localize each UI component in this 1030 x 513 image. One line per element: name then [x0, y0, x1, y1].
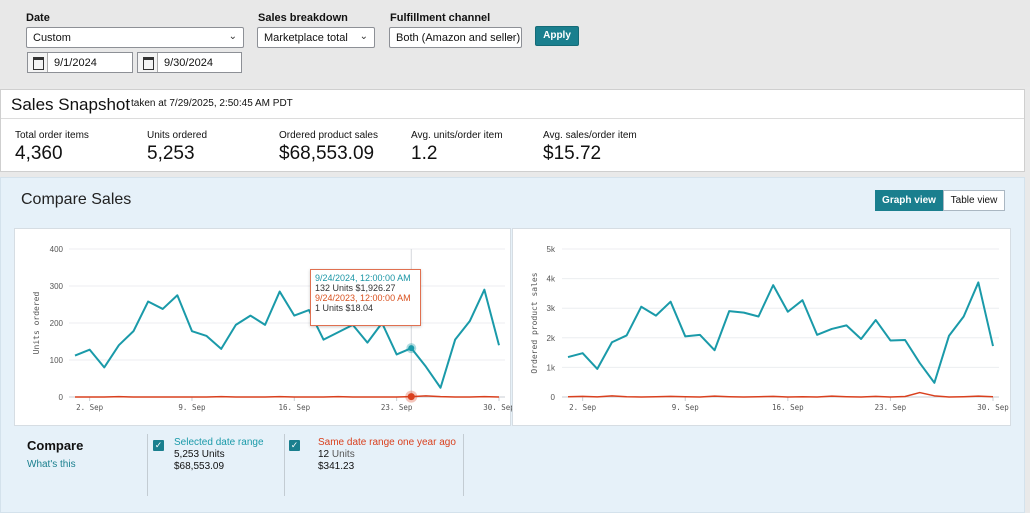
y-tick-label: 2k: [547, 334, 556, 343]
fulfillment-channel-value: Both (Amazon and seller): [396, 32, 521, 44]
filter-bar: Date Custom ⌄ 9/1/2024 9/30/2024 Sales b…: [0, 0, 1030, 87]
tooltip-previous-values: 1 Units $18.04: [315, 303, 374, 313]
legend-series-sales: $341.23: [318, 461, 355, 472]
metric-value: 5,253: [147, 143, 195, 164]
sales-chart-svg: 0 1k 2k 3k 4k 5k 2. Sep 9. Sep 16. Sep 23. Sep 30.…: [530, 245, 1009, 412]
units-chart-svg: 0 100 200 300 400 2. Sep 9. Sep 16. Sep 23. Sep 3…: [32, 245, 512, 412]
metric-value: 1.2: [411, 143, 438, 164]
legend-series-name: Selected date range: [174, 437, 264, 448]
metric-label: Ordered product sales: [279, 130, 378, 141]
checkbox-selected-range[interactable]: ✓: [153, 440, 164, 451]
y-tick-label: 400: [50, 245, 64, 254]
metric-label: Avg. sales/order item: [543, 130, 637, 141]
x-tick-label: 2. Sep: [569, 403, 597, 412]
x-tick-label: 16. Sep: [279, 403, 311, 412]
y-axis-label: Units ordered: [32, 292, 41, 355]
date-range-value: Custom: [33, 32, 71, 44]
x-tick-label: 30. Sep: [977, 403, 1009, 412]
legend-previous-range: Same date range one year ago 12 Units $3…: [318, 437, 458, 473]
chart-tooltip: 9/24/2024, 12:00:00 AM 132 Units $1,926.…: [310, 269, 421, 326]
divider: [147, 434, 148, 496]
metric-ordered-product-sales: Ordered product sales $68,553.09: [279, 130, 378, 165]
x-tick-label: 9. Sep: [672, 403, 700, 412]
calendar-icon[interactable]: [138, 53, 158, 72]
whats-this-link[interactable]: What's this: [27, 459, 76, 470]
snapshot-timestamp: taken at 7/29/2025, 2:50:45 AM PDT: [131, 98, 293, 109]
legend-selected-range: Selected date range 5,253 Units $68,553.…: [174, 437, 279, 473]
legend-series-units: 12: [318, 449, 330, 460]
y-tick-label: 1k: [547, 363, 556, 372]
start-date-field[interactable]: 9/1/2024: [27, 52, 133, 73]
compare-sales-title: Compare Sales: [21, 191, 132, 208]
metric-value: 4,360: [15, 143, 63, 164]
sales-snapshot-panel: Sales Snapshot taken at 7/29/2025, 2:50:…: [0, 89, 1025, 172]
chevron-down-icon: ⌄: [359, 31, 368, 42]
table-view-button[interactable]: Table view: [943, 190, 1005, 211]
x-tick-label: 23. Sep: [875, 403, 907, 412]
x-tick-label: 2. Sep: [76, 403, 104, 412]
series-line-previous: [567, 391, 994, 398]
fulfillment-channel-label: Fulfillment channel: [390, 12, 491, 24]
divider: [1, 118, 1024, 119]
fulfillment-channel-select[interactable]: Both (Amazon and seller) ⌄: [389, 27, 522, 48]
legend-units-suffix: Units: [331, 449, 355, 460]
x-tick-label: 23. Sep: [381, 403, 413, 412]
snapshot-title: Sales Snapshot: [11, 95, 131, 114]
highlight-marker-previous: [407, 393, 415, 401]
checkbox-previous-range[interactable]: ✓: [289, 440, 300, 451]
apply-button[interactable]: Apply: [535, 26, 579, 46]
x-tick-label: 30. Sep: [483, 403, 512, 412]
y-tick-label: 300: [50, 282, 64, 291]
chevron-down-icon: ⌄: [228, 31, 237, 42]
legend-series-sales: $68,553.09: [174, 461, 225, 472]
start-date-value: 9/1/2024: [54, 57, 97, 69]
metric-label: Total order items: [15, 130, 89, 141]
metric-avg-units: Avg. units/order item 1.2: [411, 130, 503, 165]
series-line-previous: [75, 395, 500, 398]
date-range-select[interactable]: Custom ⌄: [26, 27, 244, 48]
series-line-current: [567, 281, 994, 384]
highlight-marker-current: [408, 345, 415, 352]
metric-value: $68,553.09: [279, 143, 375, 164]
chevron-down-icon: ⌄: [506, 31, 515, 42]
metric-avg-sales: Avg. sales/order item $15.72: [543, 130, 637, 165]
y-tick-label: 3k: [547, 304, 556, 313]
y-tick-label: 0: [59, 393, 64, 402]
y-tick-label: 5k: [547, 245, 556, 254]
legend-series-name: Same date range one year ago: [318, 437, 456, 448]
sales-breakdown-label: Sales breakdown: [258, 12, 348, 24]
metric-value: $15.72: [543, 143, 602, 164]
metric-label: Avg. units/order item: [411, 130, 503, 141]
sales-breakdown-select[interactable]: Marketplace total ⌄: [257, 27, 375, 48]
ordered-product-sales-chart[interactable]: 0 1k 2k 3k 4k 5k 2. Sep 9. Sep 16. Sep 23. Sep 30.…: [512, 228, 1011, 426]
metric-total-order-items: Total order items 4,360: [15, 130, 89, 165]
x-tick-label: 16. Sep: [772, 403, 804, 412]
tooltip-current-values: 132 Units $1,926.27: [315, 283, 396, 293]
calendar-icon[interactable]: [28, 53, 48, 72]
compare-legend: Compare What's this ✓ Selected date rang…: [1, 434, 1026, 513]
tooltip-current-date: 9/24/2024, 12:00:00 AM: [315, 273, 411, 283]
graph-view-button[interactable]: Graph view: [875, 190, 943, 211]
y-tick-label: 100: [50, 356, 64, 365]
series-line-current: [74, 288, 500, 389]
units-ordered-chart[interactable]: 0 100 200 300 400 2. Sep 9. Sep 16. Sep 23. Sep 3…: [14, 228, 512, 426]
end-date-field[interactable]: 9/30/2024: [137, 52, 242, 73]
tooltip-previous-date: 9/24/2023, 12:00:00 AM: [315, 293, 411, 303]
divider: [284, 434, 285, 496]
y-axis-label: Ordered product sales: [530, 272, 539, 373]
legend-series-units: 5,253 Units: [174, 449, 225, 460]
x-tick-label: 9. Sep: [178, 403, 206, 412]
metric-units-ordered: Units ordered 5,253: [147, 130, 207, 165]
metric-label: Units ordered: [147, 130, 208, 141]
date-label: Date: [26, 12, 50, 24]
y-tick-label: 4k: [547, 275, 556, 284]
compare-sales-panel: Compare Sales Graph view Table view 0 100…: [0, 177, 1025, 513]
divider: [463, 434, 464, 496]
y-tick-label: 0: [551, 393, 556, 402]
compare-legend-title: Compare: [27, 438, 84, 453]
end-date-value: 9/30/2024: [164, 57, 213, 69]
sales-breakdown-value: Marketplace total: [264, 32, 348, 44]
y-tick-label: 200: [50, 319, 64, 328]
